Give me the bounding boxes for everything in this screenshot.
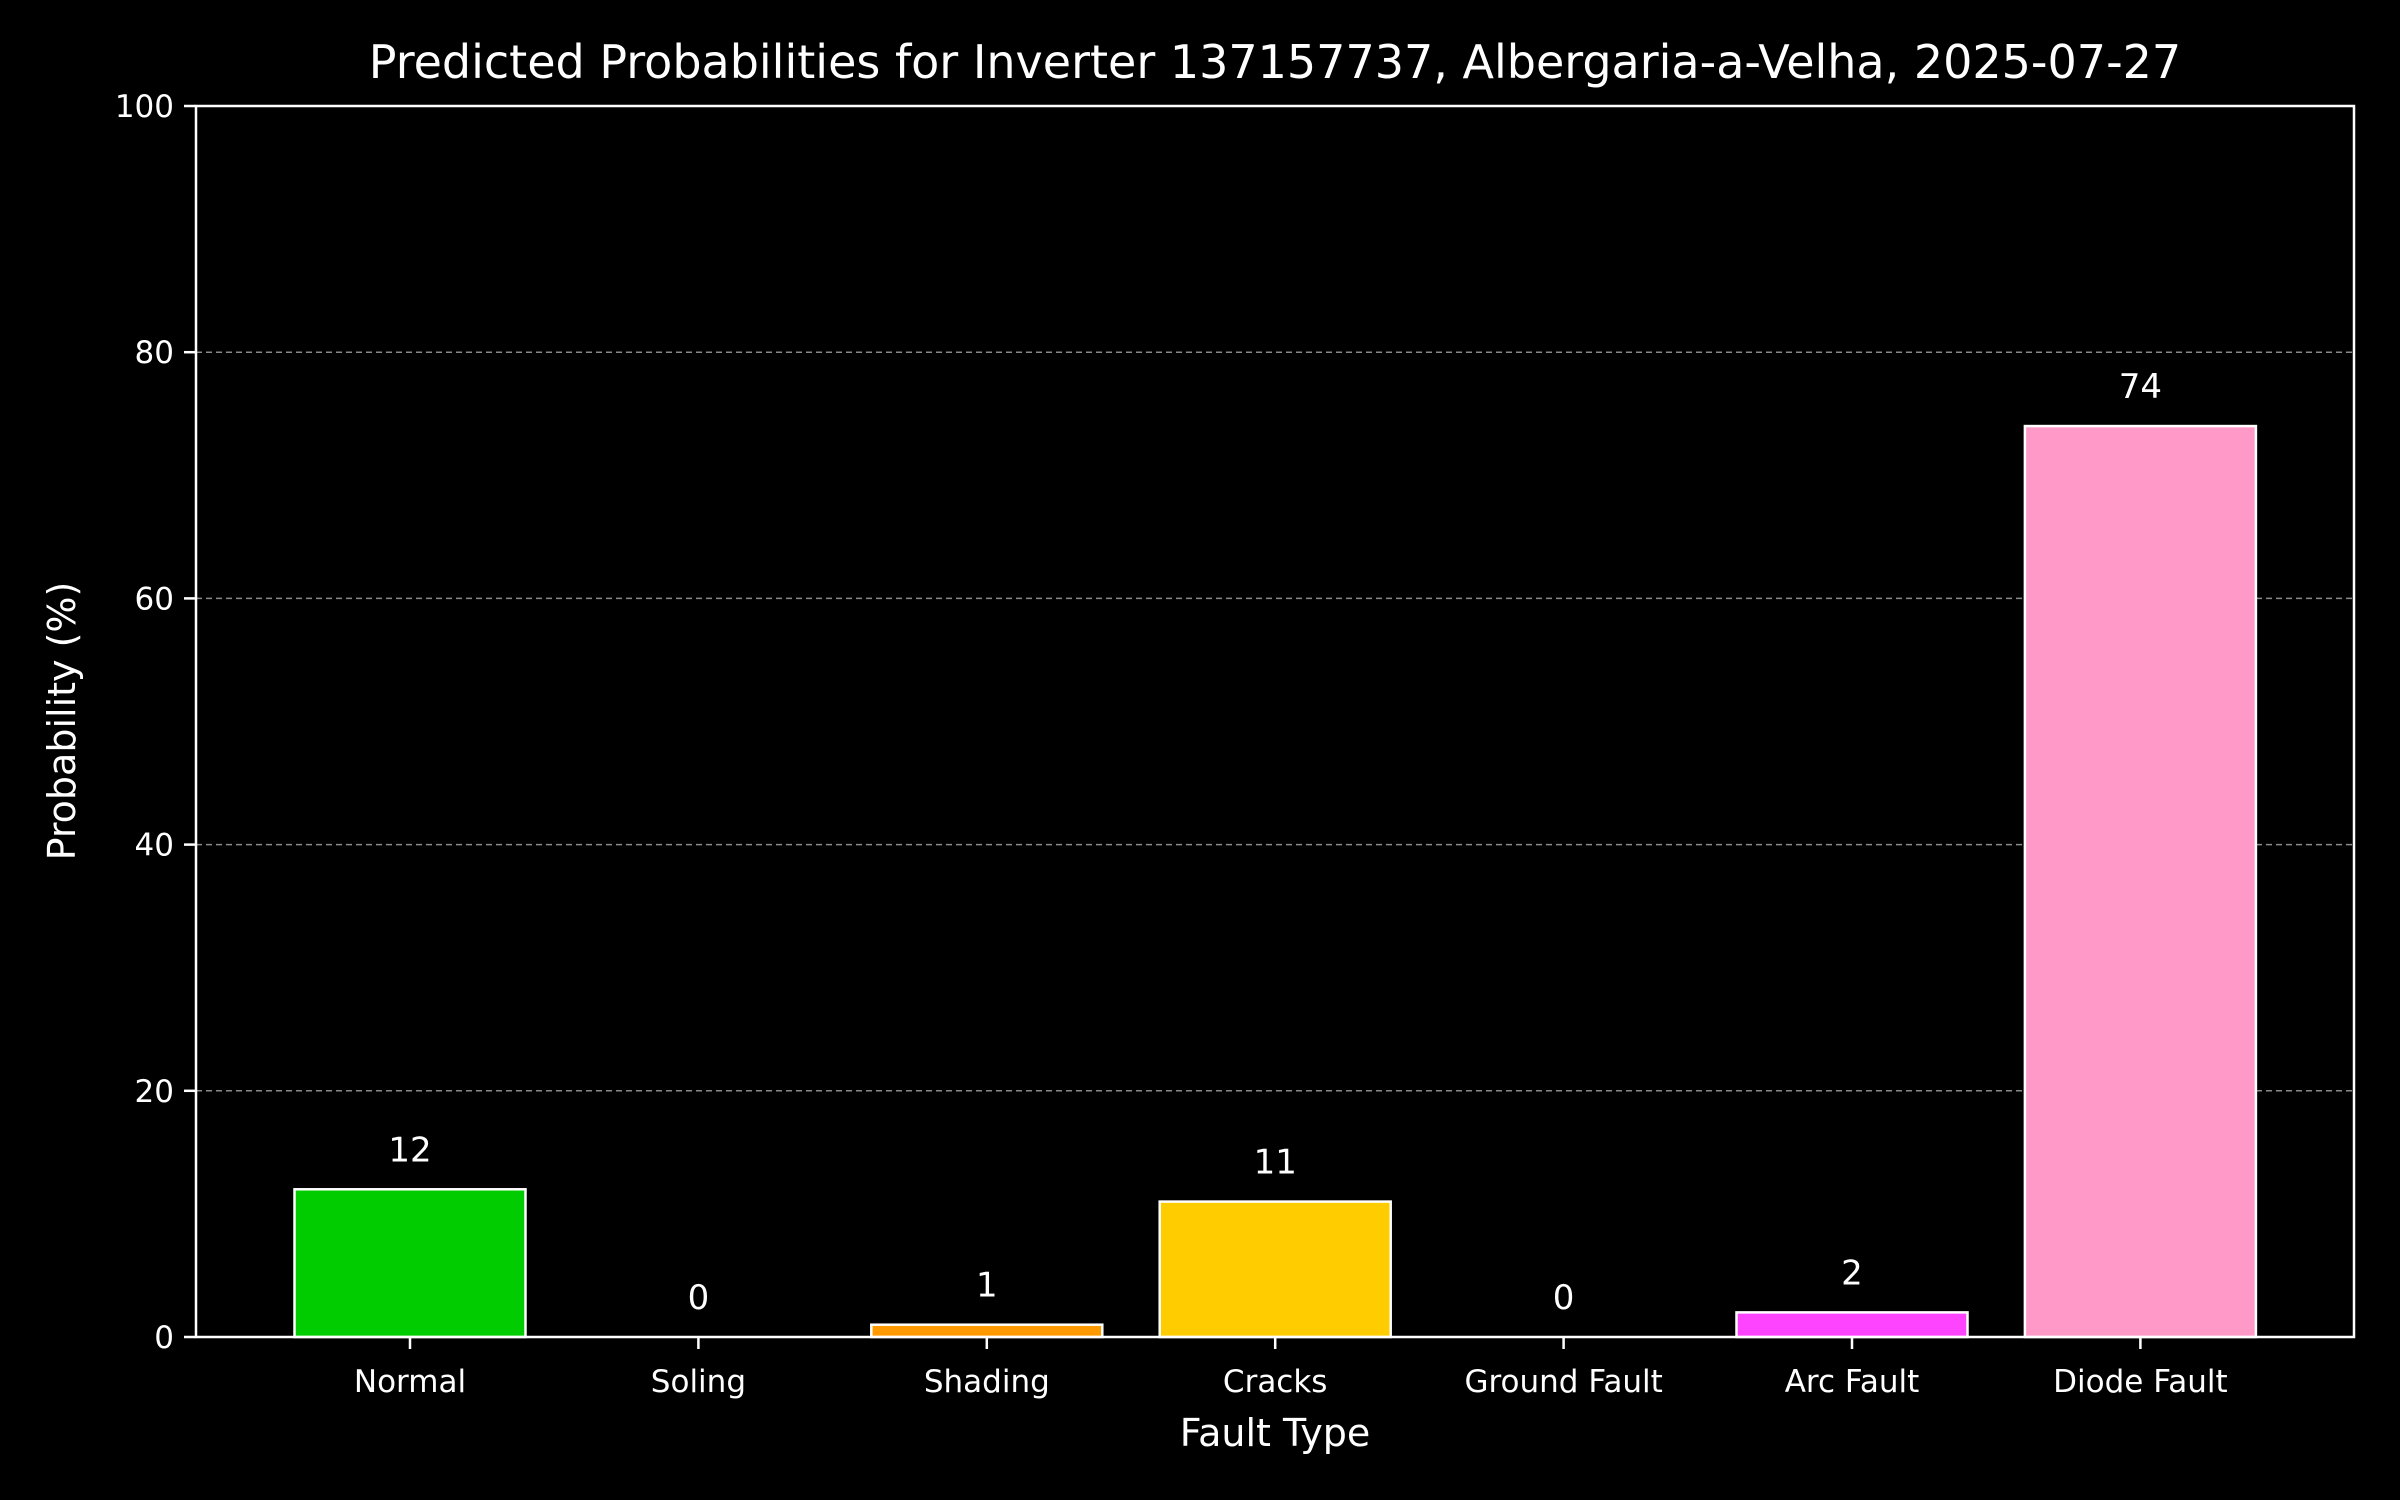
bar-value-label: 2	[1841, 1253, 1863, 1293]
y-tick-label: 100	[115, 89, 174, 125]
y-axis-ticks: 0 20 40 60 80 100	[115, 89, 196, 1356]
bar-arc-fault	[1735, 1311, 1969, 1339]
bar-normal	[293, 1188, 527, 1339]
x-tick-label: Soling	[651, 1364, 746, 1400]
x-tick-label: Normal	[354, 1364, 466, 1400]
bar-cracks	[1158, 1200, 1392, 1339]
bar-value-label: 1	[976, 1266, 998, 1306]
y-tick-label: 60	[135, 581, 174, 617]
bar-diode-fault	[2023, 424, 2258, 1339]
bars	[293, 424, 2258, 1339]
x-tick-label: Shading	[924, 1364, 1050, 1400]
y-tick-label: 80	[135, 335, 174, 371]
y-tick-label: 40	[135, 828, 174, 864]
x-tick-label: Cracks	[1223, 1364, 1328, 1400]
chart-title: Predicted Probabilities for Inverter 137…	[369, 35, 2181, 89]
bar-value-label: 12	[388, 1130, 431, 1170]
y-axis-label: Probability (%)	[40, 582, 84, 861]
bar-value-label: 0	[688, 1278, 710, 1318]
x-tick-label: Diode Fault	[2053, 1364, 2227, 1400]
x-axis-label: Fault Type	[1180, 1411, 1371, 1455]
y-tick-label: 20	[135, 1074, 174, 1110]
x-tick-label: Ground Fault	[1464, 1364, 1662, 1400]
y-tick-label: 0	[154, 1320, 174, 1356]
bar-value-label: 74	[2119, 367, 2162, 407]
bar-value-label: 0	[1553, 1278, 1575, 1318]
x-tick-label: Arc Fault	[1785, 1364, 1920, 1400]
x-axis-ticks: Normal Soling Shading Cracks Ground Fault Arc…	[354, 1337, 2228, 1400]
bar-shading	[870, 1323, 1104, 1339]
bar-value-label: 11	[1254, 1143, 1297, 1183]
